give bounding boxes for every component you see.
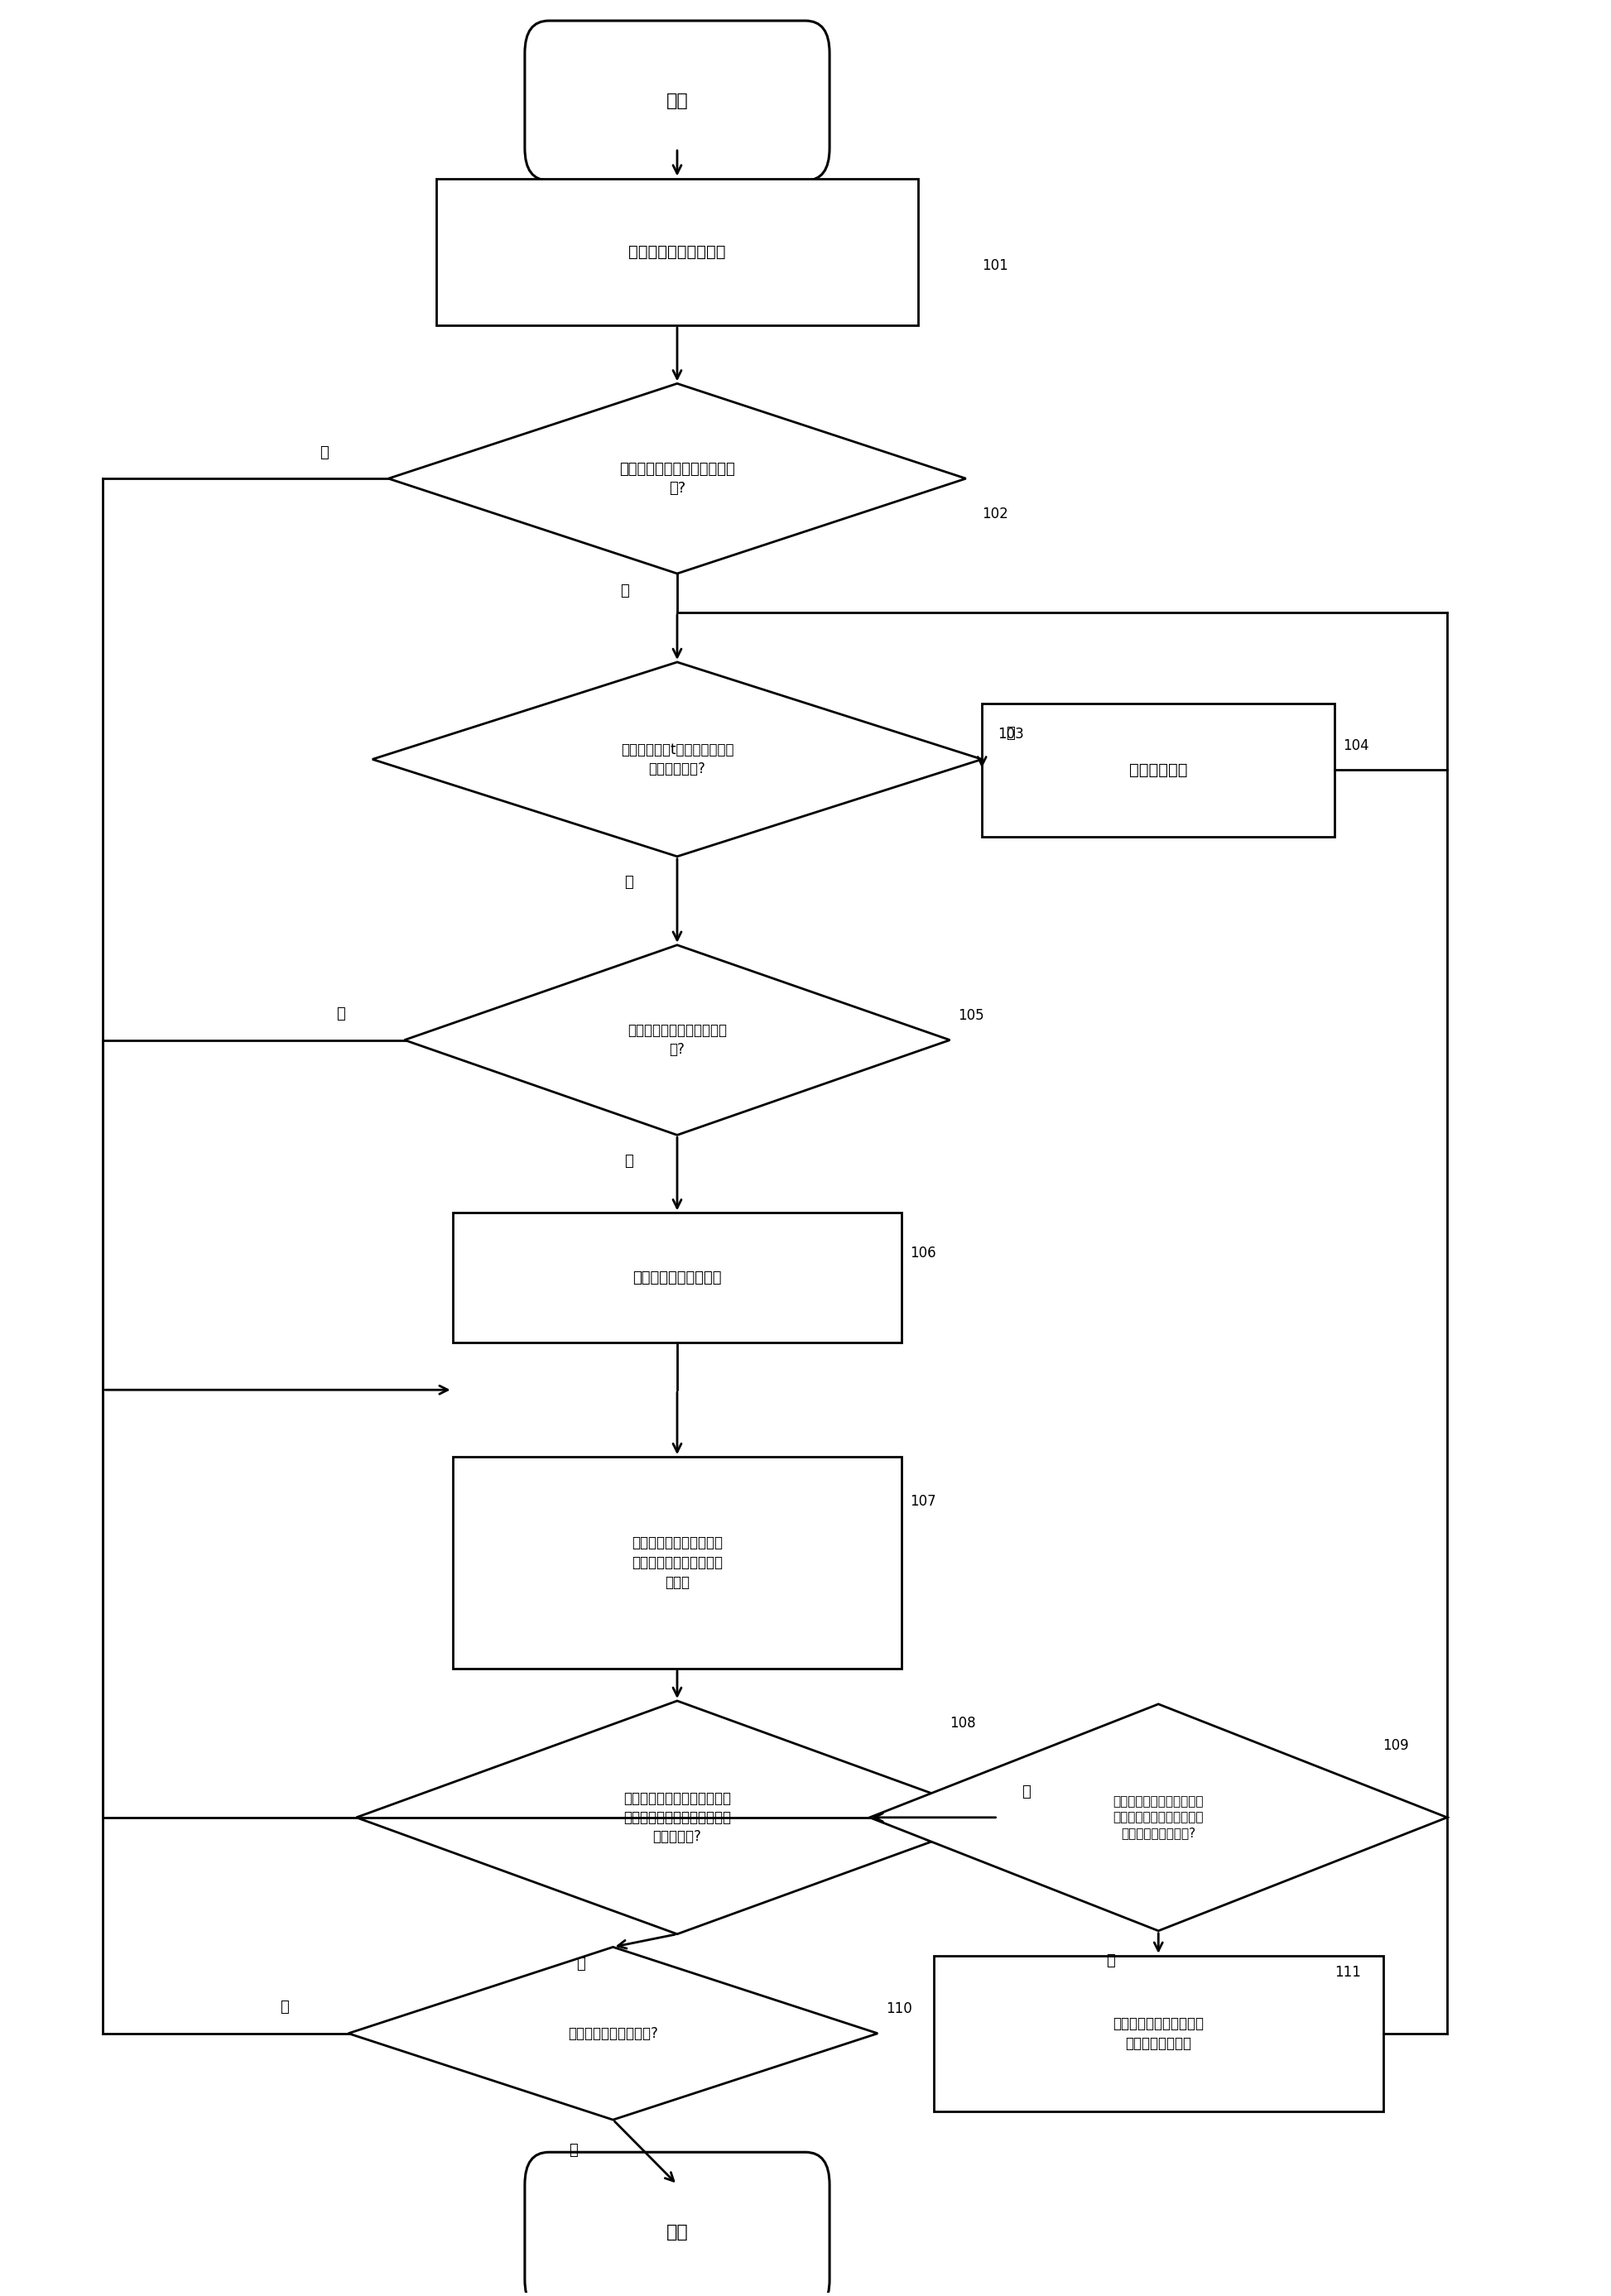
FancyBboxPatch shape xyxy=(525,2151,830,2296)
Text: 按照现有标准规定的流程，
根据信号强度判断是否需要
切换到第二网络系统?: 按照现有标准规定的流程， 根据信号强度判断是否需要 切换到第二网络系统? xyxy=(1113,1795,1203,1839)
Text: 108: 108 xyxy=(950,1715,976,1731)
Polygon shape xyxy=(404,946,950,1134)
Text: 101: 101 xyxy=(983,259,1008,273)
Polygon shape xyxy=(388,383,967,574)
Text: 判断实际传输速率是否大于或
等于第二网络系统下的最大理
论传输速率?: 判断实际传输速率是否大于或 等于第二网络系统下的最大理 论传输速率? xyxy=(623,1791,731,1844)
Bar xyxy=(453,1458,902,1669)
Text: 是: 是 xyxy=(1105,1954,1115,1968)
Text: 否: 否 xyxy=(280,2000,288,2016)
Text: 103: 103 xyxy=(997,728,1025,742)
Text: 结束: 结束 xyxy=(665,2225,688,2241)
Text: 是: 是 xyxy=(1005,726,1015,742)
Text: 107: 107 xyxy=(910,1495,936,1508)
Bar xyxy=(983,703,1336,838)
Polygon shape xyxy=(870,1704,1447,1931)
Text: 105: 105 xyxy=(959,1008,984,1022)
Text: 否: 否 xyxy=(335,1006,345,1022)
Text: 当前是否驻留在第二网络系统
中?: 当前是否驻留在第二网络系统 中? xyxy=(619,461,735,496)
Text: 102: 102 xyxy=(983,507,1008,521)
Bar xyxy=(437,179,918,326)
Text: 否: 否 xyxy=(625,875,633,891)
Text: 等待预定时间t后判断数据业务
是否已经结束?: 等待预定时间t后判断数据业务 是否已经结束? xyxy=(620,742,733,776)
Text: 是: 是 xyxy=(620,583,628,599)
Bar xyxy=(453,1212,902,1343)
Text: 开始: 开始 xyxy=(665,92,688,108)
FancyBboxPatch shape xyxy=(525,21,830,181)
Text: 否: 否 xyxy=(1021,1784,1031,1800)
Text: 否: 否 xyxy=(321,445,329,459)
Text: 110: 110 xyxy=(886,2002,912,2016)
Text: 检测第一网络系统中的传
输信道质量，计算实际传
输速率: 检测第一网络系统中的传 输信道质量，计算实际传 输速率 xyxy=(632,1536,723,1589)
Text: 111: 111 xyxy=(1336,1965,1361,1979)
Text: 切换到第一网络系统中: 切换到第一网络系统中 xyxy=(633,1270,722,1286)
Text: 109: 109 xyxy=(1382,1738,1410,1752)
Polygon shape xyxy=(356,1701,997,1933)
Text: 106: 106 xyxy=(910,1244,936,1261)
Polygon shape xyxy=(372,661,983,856)
Text: 是否存在可用的第一网络系
统?: 是否存在可用的第一网络系 统? xyxy=(628,1024,727,1056)
Text: 是: 是 xyxy=(569,2142,577,2158)
Bar xyxy=(934,1956,1382,2110)
Text: 是: 是 xyxy=(577,1956,585,1972)
Text: 向网络侧上报测量报告，
触发系统间的切换: 向网络侧上报测量报告， 触发系统间的切换 xyxy=(1113,2016,1203,2050)
Text: 是: 是 xyxy=(625,1153,633,1169)
Text: 104: 104 xyxy=(1344,737,1369,753)
Text: 数据业务是否已经结束?: 数据业务是否已经结束? xyxy=(569,2025,657,2041)
Text: 返回待机状态: 返回待机状态 xyxy=(1129,762,1187,778)
Polygon shape xyxy=(348,1947,878,2119)
Text: 双模终端建立数据业务: 双模终端建立数据业务 xyxy=(628,243,727,259)
